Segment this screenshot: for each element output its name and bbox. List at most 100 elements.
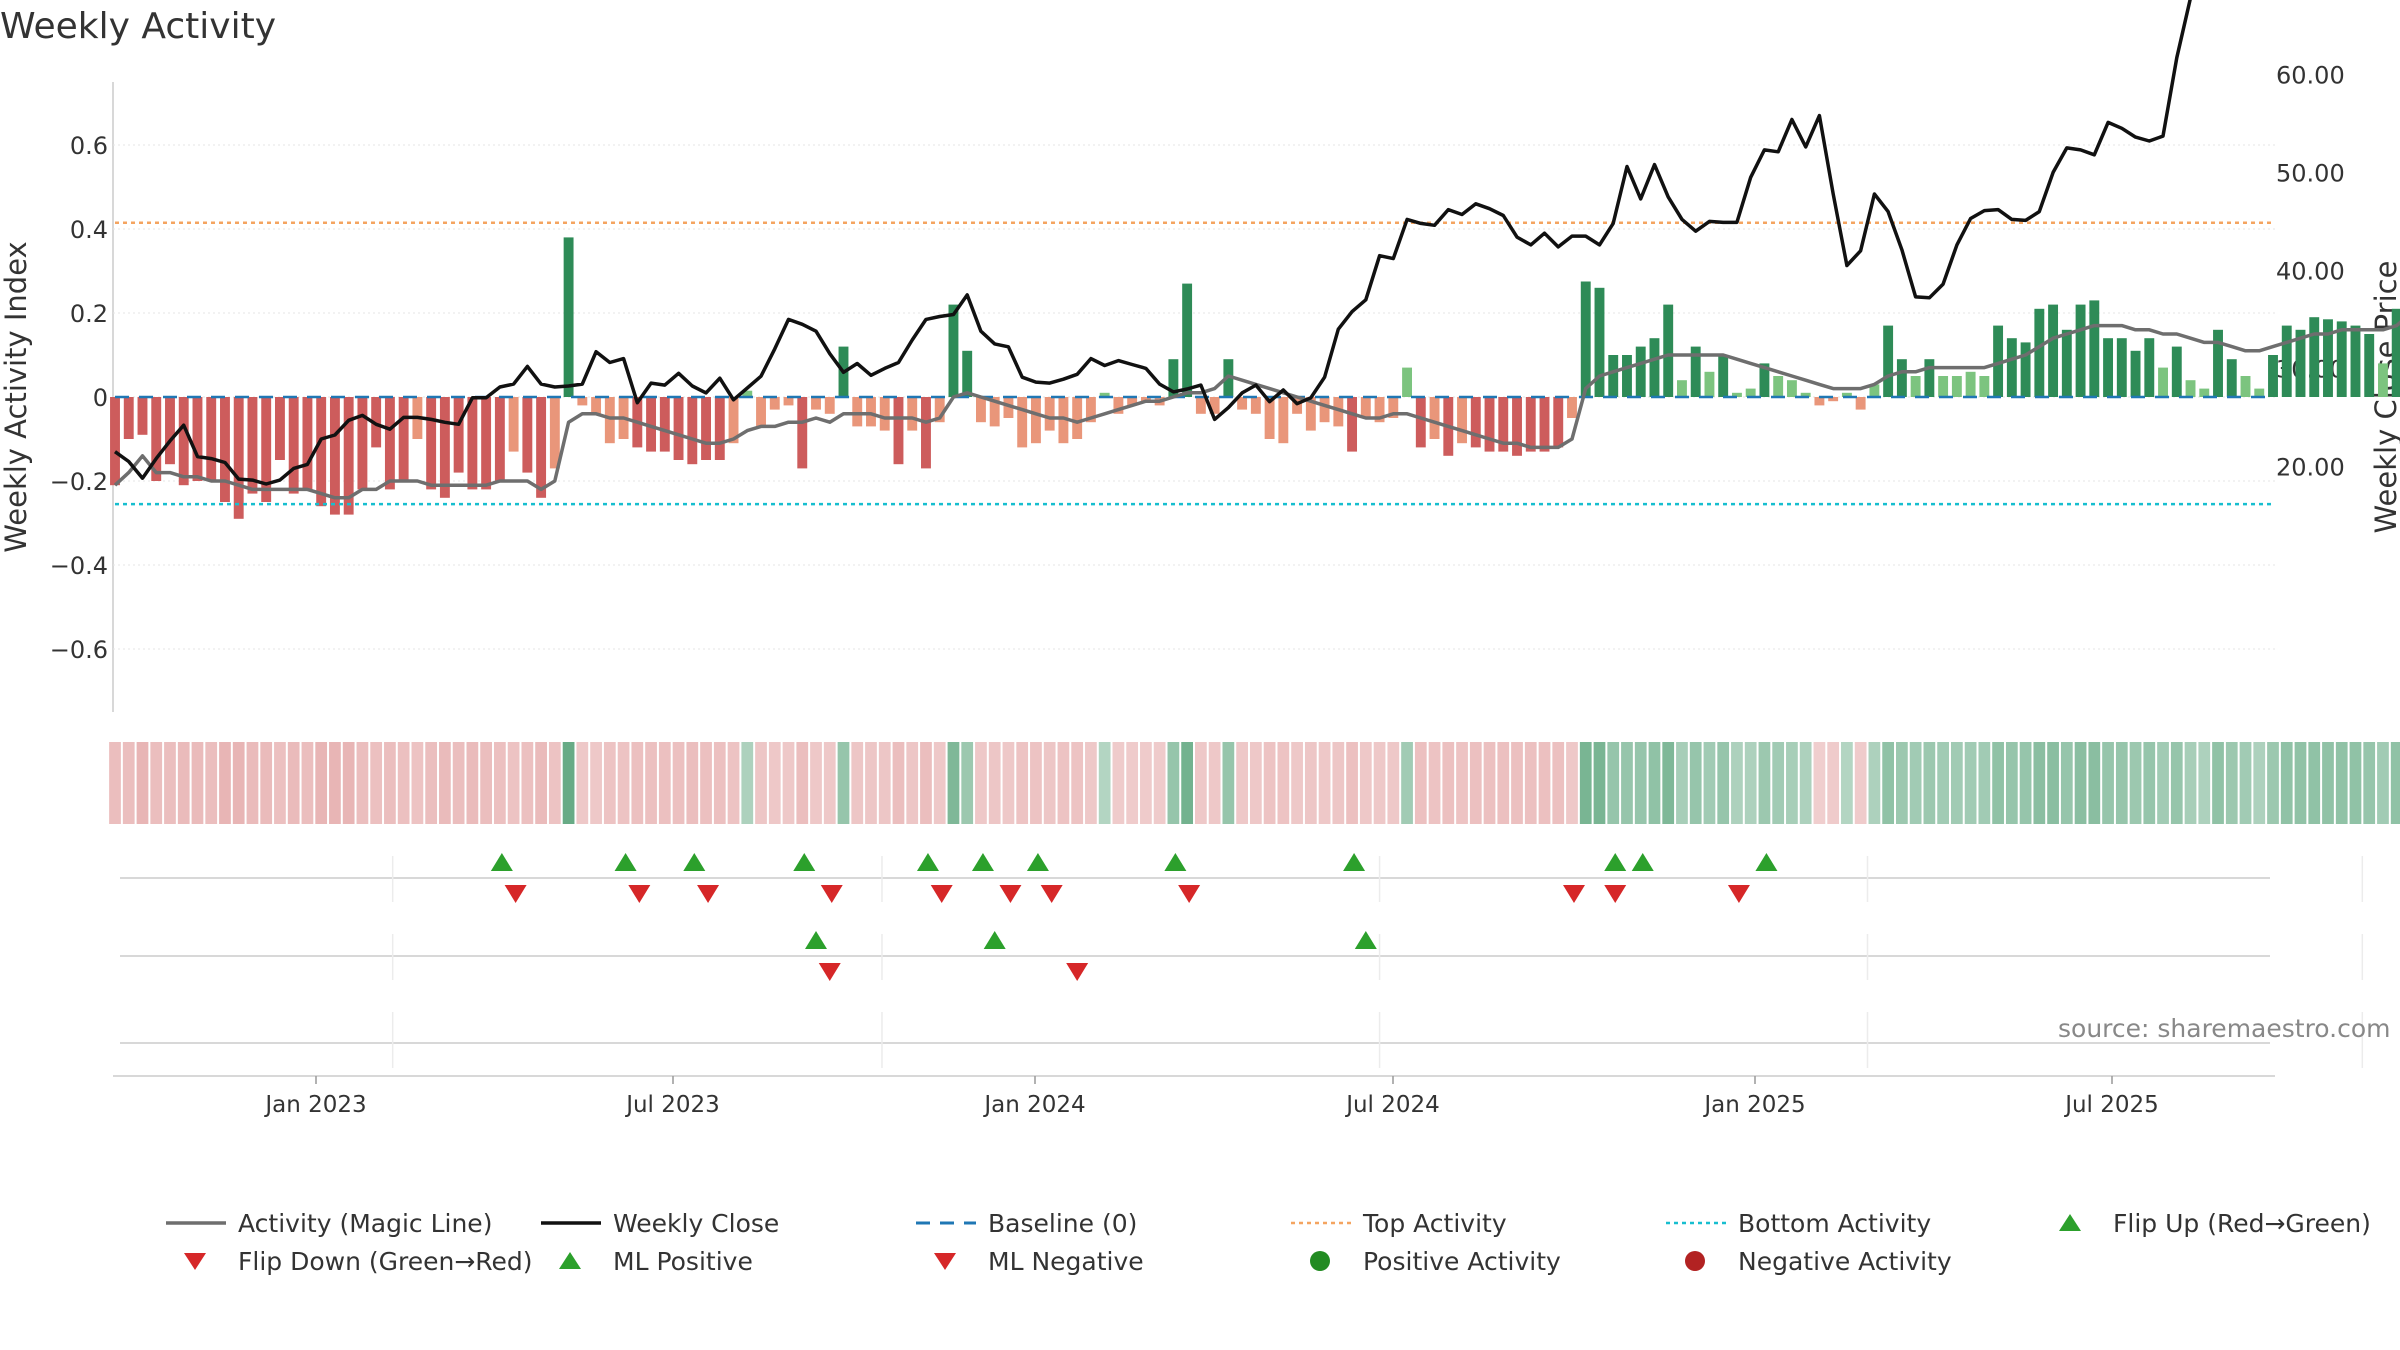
activity-bar: [1099, 392, 1110, 397]
activity-bar: [1773, 376, 1784, 397]
heat-strip-cell: [1497, 742, 1510, 824]
heat-strip-cell: [1126, 742, 1139, 824]
activity-bar: [1209, 397, 1220, 414]
activity-bar: [2116, 338, 2127, 397]
heat-strip-cell: [823, 742, 836, 824]
activity-bar: [1333, 397, 1344, 427]
activity-bar: [1938, 376, 1949, 397]
heat-strip-cell: [2005, 742, 2018, 824]
heat-strip-cell: [727, 742, 740, 824]
magic-line-legend-icon: [166, 1221, 226, 1225]
activity-bar: [2226, 359, 2237, 397]
activity-bar: [2144, 338, 2155, 397]
heat-strip-cell: [122, 742, 135, 824]
activity-bar: [1924, 359, 1935, 397]
heat-strip-cell: [961, 742, 974, 824]
activity-bar: [934, 397, 945, 423]
legend-item-baseline: Baseline (0): [910, 1205, 1137, 1241]
activity-bar: [659, 397, 670, 452]
y2-tick-label: 40.00: [2276, 257, 2345, 285]
heat-strip-cell: [1689, 742, 1702, 824]
activity-bar: [123, 397, 134, 439]
activity-bar: [962, 350, 973, 397]
heat-strip-cell: [906, 742, 919, 824]
activity-bar: [137, 397, 148, 435]
ml-positive-marker: [983, 931, 1006, 949]
activity-bar: [577, 397, 588, 406]
activity-bar: [1498, 397, 1509, 452]
heat-strip-cell: [1387, 742, 1400, 824]
heat-strip-cell: [301, 742, 314, 824]
activity-bar: [1072, 397, 1083, 439]
legend-item-flip-up: Flip Up (Red→Green): [2035, 1205, 2371, 1241]
activity-bar: [398, 397, 409, 481]
flip-up-marker: [614, 853, 637, 871]
activity-bar: [1635, 346, 1646, 397]
activity-bar: [110, 397, 120, 486]
activity-bar: [1704, 371, 1715, 397]
activity-bar: [1883, 325, 1894, 397]
activity-bar: [2323, 319, 2333, 397]
activity-bar: [2378, 363, 2388, 397]
weekly-close-series: [113, 0, 2192, 486]
activity-bar: [1470, 397, 1481, 448]
heat-strip-cell: [1469, 742, 1482, 824]
activity-bar: [343, 397, 354, 515]
activity-bar: [302, 397, 313, 490]
heat-strip-cell: [2294, 742, 2307, 824]
activity-bar: [494, 397, 505, 481]
legend-label: ML Negative: [988, 1246, 1144, 1276]
activity-bar: [206, 397, 217, 481]
activity-bar: [1580, 281, 1591, 397]
activity-bar: [165, 397, 175, 465]
activity-bar: [687, 397, 698, 465]
heat-strip-cell: [411, 742, 424, 824]
heat-strip-cell: [1648, 742, 1661, 824]
legend-item-pos-dot: Positive Activity: [1285, 1243, 1561, 1279]
heat-strip-cell: [2225, 742, 2238, 824]
heat-strip-cell: [1717, 742, 1730, 824]
heat-strip-cell: [686, 742, 699, 824]
ml-positive-marker: [805, 931, 828, 949]
heat-strip-cell: [631, 742, 644, 824]
magic-line-series: [113, 320, 2400, 500]
flip-down-marker: [1727, 885, 1750, 903]
activity-bar: [2075, 304, 2086, 397]
heat-strip-cell: [1538, 742, 1551, 824]
heat-strip-cell: [645, 742, 657, 824]
heat-strip-cell: [548, 742, 561, 824]
activity-bar: [1374, 397, 1385, 423]
activity-bar: [1979, 376, 1990, 397]
heat-strip-cell: [2129, 742, 2142, 824]
heat-strip-cell: [109, 742, 121, 824]
y-tick-label: −0.4: [50, 552, 108, 580]
activity-bar: [1828, 397, 1839, 402]
heat-strip-cell: [329, 742, 341, 824]
heat-strip-cell: [1758, 742, 1771, 824]
activity-bar: [2048, 304, 2059, 397]
heat-strip-cell: [2170, 742, 2183, 824]
heat-strip-cell: [1373, 742, 1386, 824]
heat-strip-cell: [493, 742, 506, 824]
heat-strip-cell: [1263, 742, 1276, 824]
heat-strip-cell: [1222, 742, 1235, 824]
activity-bar: [1841, 392, 1852, 397]
heat-strip-cell: [713, 742, 726, 824]
activity-bar: [714, 397, 725, 460]
heat-strip-cell: [370, 742, 383, 824]
flip-up-marker: [1343, 853, 1366, 871]
heat-strip-cell: [2074, 742, 2087, 824]
flip-down-legend-icon: [184, 1253, 206, 1270]
heat-strip-cell: [1181, 742, 1193, 824]
activity-bar: [673, 397, 684, 460]
activity-bar: [439, 397, 450, 498]
activity-bar: [2295, 329, 2306, 397]
heat-strip-cell: [1195, 742, 1207, 824]
activity-bar: [1993, 325, 2004, 397]
ml-positive-legend-icon: [559, 1252, 581, 1269]
activity-bar: [783, 397, 794, 406]
heat-strip-cell: [2377, 742, 2389, 824]
heat-strip-cell: [356, 742, 369, 824]
activity-bar: [2240, 376, 2251, 397]
